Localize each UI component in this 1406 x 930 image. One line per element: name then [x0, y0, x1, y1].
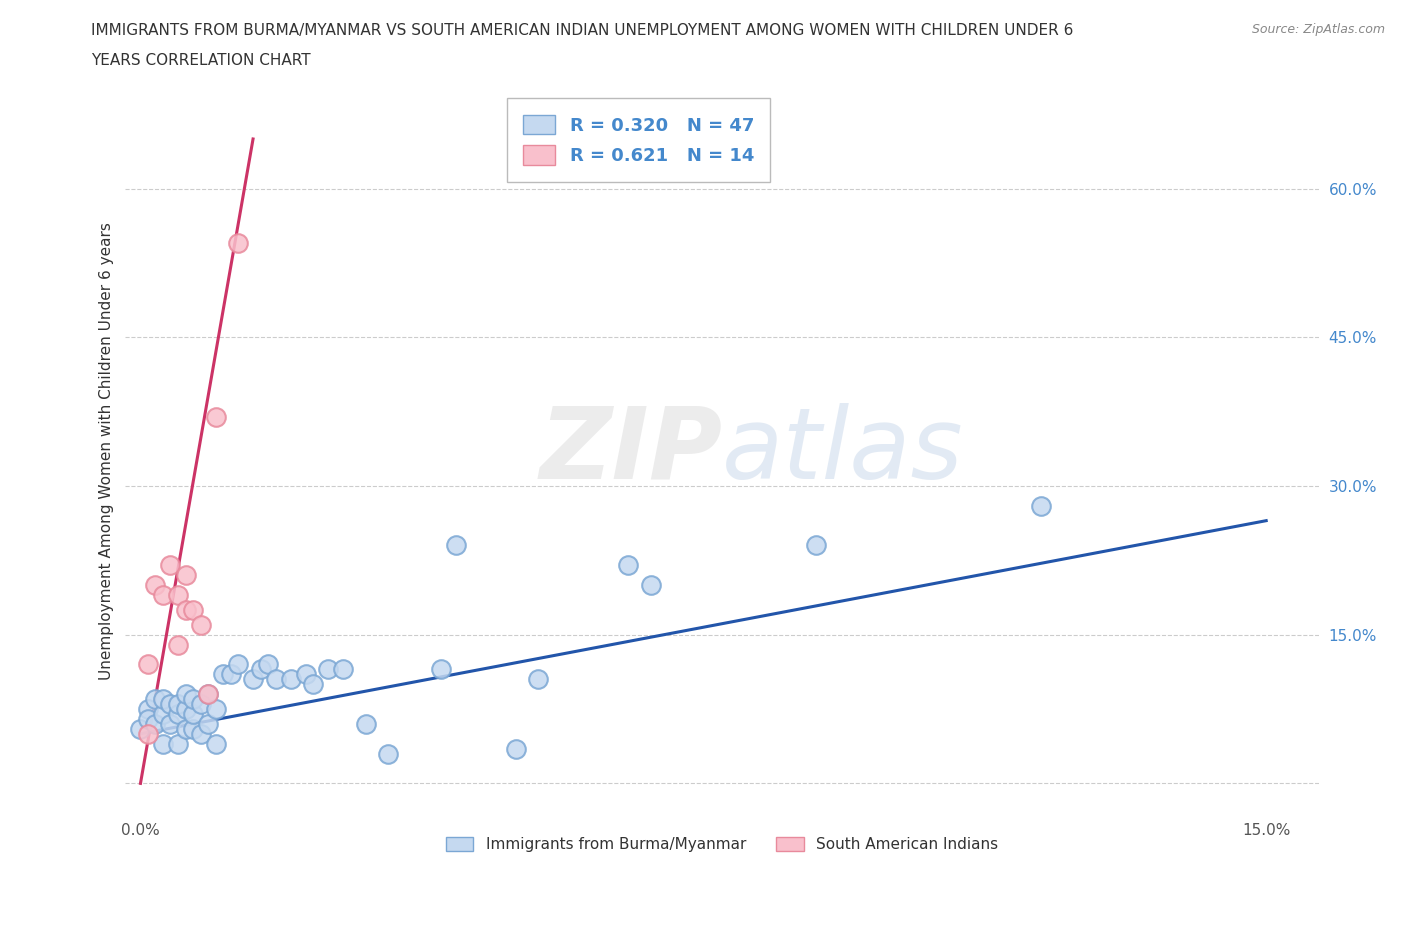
- Text: atlas: atlas: [723, 403, 963, 499]
- Point: [377, 746, 399, 761]
- Point: [204, 409, 226, 424]
- Point: [302, 677, 325, 692]
- Point: [294, 667, 316, 682]
- Point: [174, 567, 197, 582]
- Point: [174, 701, 197, 716]
- Point: [617, 558, 640, 573]
- Point: [444, 538, 467, 553]
- Point: [505, 741, 527, 756]
- Point: [804, 538, 827, 553]
- Point: [332, 662, 354, 677]
- Point: [181, 692, 204, 707]
- Point: [181, 603, 204, 618]
- Point: [181, 722, 204, 737]
- Point: [152, 692, 174, 707]
- Point: [136, 657, 159, 671]
- Point: [145, 578, 167, 592]
- Point: [167, 707, 190, 722]
- Point: [204, 737, 226, 751]
- Point: [190, 618, 212, 632]
- Point: [167, 737, 190, 751]
- Point: [174, 603, 197, 618]
- Point: [354, 716, 377, 731]
- Point: [159, 697, 181, 711]
- Point: [181, 707, 204, 722]
- Point: [167, 697, 190, 711]
- Point: [152, 588, 174, 603]
- Point: [640, 578, 662, 592]
- Point: [145, 716, 167, 731]
- Point: [197, 686, 219, 701]
- Point: [136, 711, 159, 726]
- Point: [136, 701, 159, 716]
- Point: [204, 701, 226, 716]
- Point: [152, 737, 174, 751]
- Point: [190, 697, 212, 711]
- Point: [429, 662, 451, 677]
- Point: [197, 716, 219, 731]
- Point: [242, 671, 264, 686]
- Point: [174, 686, 197, 701]
- Point: [226, 235, 249, 250]
- Point: [219, 667, 242, 682]
- Point: [527, 671, 550, 686]
- Point: [257, 657, 280, 671]
- Text: YEARS CORRELATION CHART: YEARS CORRELATION CHART: [91, 53, 311, 68]
- Y-axis label: Unemployment Among Women with Children Under 6 years: Unemployment Among Women with Children U…: [100, 222, 114, 680]
- Point: [190, 726, 212, 741]
- Point: [1029, 498, 1052, 513]
- Point: [159, 558, 181, 573]
- Legend: Immigrants from Burma/Myanmar, South American Indians: Immigrants from Burma/Myanmar, South Ame…: [439, 830, 1005, 859]
- Text: ZIP: ZIP: [538, 403, 723, 499]
- Point: [167, 588, 190, 603]
- Point: [129, 722, 152, 737]
- Text: IMMIGRANTS FROM BURMA/MYANMAR VS SOUTH AMERICAN INDIAN UNEMPLOYMENT AMONG WOMEN : IMMIGRANTS FROM BURMA/MYANMAR VS SOUTH A…: [91, 23, 1074, 38]
- Point: [167, 637, 190, 652]
- Point: [264, 671, 287, 686]
- Point: [136, 726, 159, 741]
- Point: [249, 662, 271, 677]
- Text: Source: ZipAtlas.com: Source: ZipAtlas.com: [1251, 23, 1385, 36]
- Point: [197, 686, 219, 701]
- Point: [159, 716, 181, 731]
- Point: [280, 671, 302, 686]
- Point: [316, 662, 339, 677]
- Point: [152, 707, 174, 722]
- Point: [145, 692, 167, 707]
- Point: [212, 667, 235, 682]
- Point: [226, 657, 249, 671]
- Point: [174, 722, 197, 737]
